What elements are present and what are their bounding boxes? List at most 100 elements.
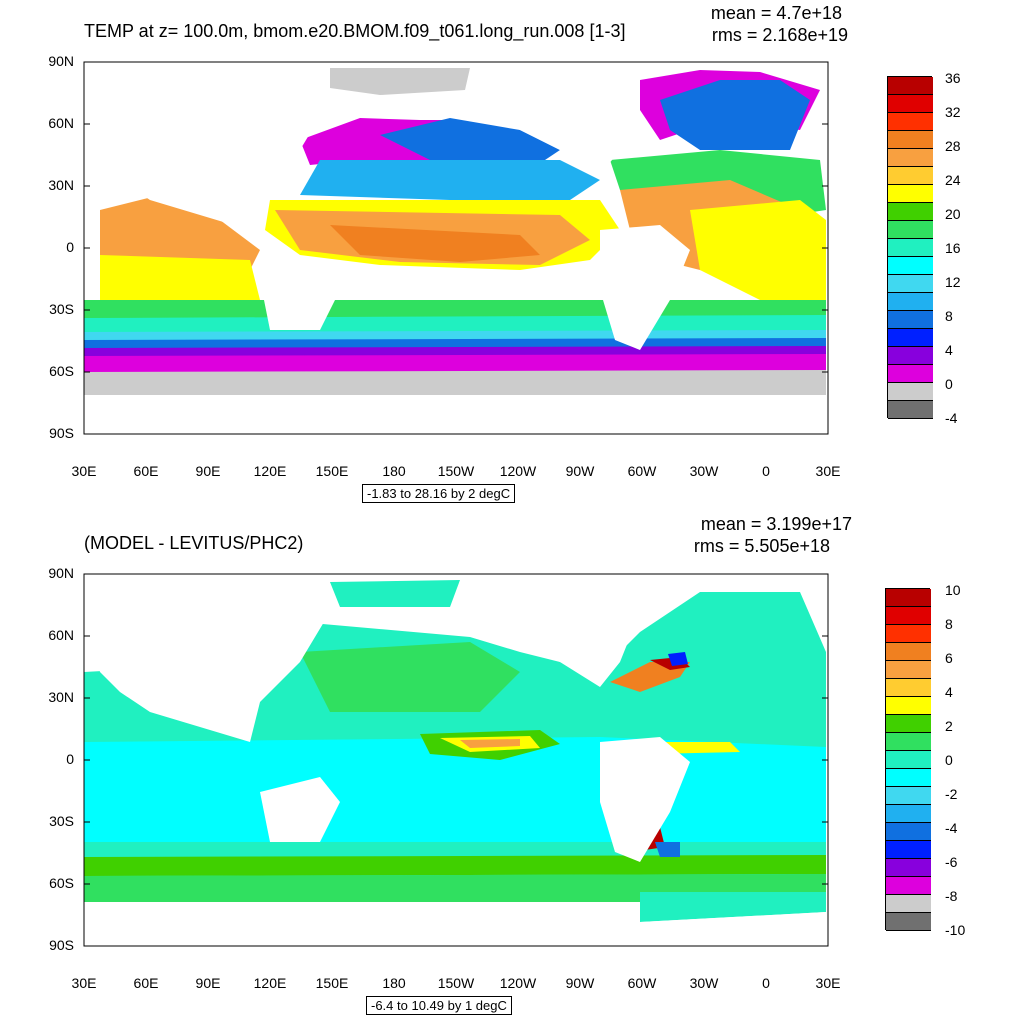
colorbar-swatch [888,131,933,149]
colorbar [885,588,931,931]
lon-label: 120W [499,975,537,991]
colorbar-swatch [888,365,933,383]
lon-label: 0 [762,975,770,991]
lon-label: 120E [253,463,287,479]
colorbar-swatch [886,679,931,697]
lat-label-90n: 90N [48,565,74,581]
lon-label: 0 [762,463,770,479]
colorbar-swatch [888,293,933,311]
lon-label: 90E [195,975,221,991]
colorbar-swatch [886,733,931,751]
lon-label: 150E [315,463,349,479]
colorbar-label: -6 [945,854,958,870]
lon-label: 120W [499,463,537,479]
rms-value: rms = 5.505e+18 [693,536,830,556]
colorbar-label: 10 [945,582,961,598]
lat-label-30n: 30N [48,177,74,193]
colorbar-swatch [886,769,931,787]
contour-range-info: -6.4 to 10.49 by 1 degC [366,996,512,1015]
colorbar-label: 32 [945,104,961,120]
lat-label-30n: 30N [48,689,74,705]
colorbar-swatch [886,823,931,841]
mean-value: mean = 4.7e+18 [710,3,842,23]
colorbar-swatch [888,113,933,131]
colorbar-swatch [888,257,933,275]
lat-label-90n: 90N [48,53,74,69]
colorbar-label: 2 [945,718,953,734]
colorbar-swatch [886,589,931,607]
colorbar-swatch [888,77,933,95]
map-plot [83,573,829,947]
colorbar-swatch [888,95,933,113]
colorbar-label: -4 [945,410,958,426]
colorbar-swatch [886,715,931,733]
lon-label: 150E [315,975,349,991]
colorbar-label: 6 [945,650,953,666]
lon-label: 90W [565,975,595,991]
colorbar-label: 24 [945,172,961,188]
colorbar-swatch [888,401,933,419]
colorbar-swatch [886,751,931,769]
colorbar-swatch [888,221,933,239]
lon-label: 120E [253,975,287,991]
lon-label: 60E [133,463,159,479]
contour-range-info: -1.83 to 28.16 by 2 degC [362,484,516,503]
colorbar-swatch [888,203,933,221]
mean-value: mean = 3.199e+17 [700,514,852,534]
colorbar-label: 12 [945,274,961,290]
colorbar-swatch [888,347,933,365]
colorbar-swatch [886,643,931,661]
colorbar-swatch [886,841,931,859]
colorbar-label: 0 [945,752,953,768]
lon-label: 90W [565,463,595,479]
colorbar-label: -10 [945,922,966,938]
temp-map-panel: TEMP at z= 100.0m, bmom.e20.BMOM.f09_t06… [48,3,961,503]
lat-label-30s: 30S [49,301,74,317]
colorbar-swatch [888,167,933,185]
lon-label: 180 [382,975,406,991]
rms-value: rms = 2.168e+19 [711,25,848,45]
colorbar-swatch [886,877,931,895]
colorbar-swatch [886,913,931,931]
colorbar-swatch [886,895,931,913]
colorbar-swatch [886,859,931,877]
lat-label-60n: 60N [48,115,74,131]
panel-title: (MODEL - LEVITUS/PHC2) [84,533,304,553]
lon-label: 30E [815,463,841,479]
lon-label: 30E [71,975,97,991]
lon-label: 30W [689,975,719,991]
colorbar-swatch [886,697,931,715]
colorbar-label: 28 [945,138,961,154]
lat-label-60n: 60N [48,627,74,643]
lat-label-90s: 90S [49,425,74,441]
map-plot [83,60,829,435]
lat-label-60s: 60S [49,363,74,379]
lon-label: 60E [133,975,159,991]
lon-label: 60W [627,975,657,991]
colorbar-swatch [888,149,933,167]
colorbar-swatch [888,329,933,347]
lon-label: 90E [195,463,221,479]
lon-label: 30E [71,463,97,479]
colorbar-label: -2 [945,786,958,802]
colorbar-swatch [888,185,933,203]
colorbar-label: 8 [945,616,953,632]
colorbar-swatch [886,787,931,805]
colorbar-swatch [888,311,933,329]
colorbar [887,76,933,419]
lon-label: 30W [689,463,719,479]
colorbar-label: 16 [945,240,961,256]
lon-label: 150W [437,463,475,479]
colorbar-swatch [888,239,933,257]
colorbar-label: 8 [945,308,953,324]
panel-title: TEMP at z= 100.0m, bmom.e20.BMOM.f09_t06… [84,21,626,41]
colorbar-label: -4 [945,820,958,836]
colorbar-label: 0 [945,376,953,392]
colorbar-label: 20 [945,206,961,222]
colorbar-label: -8 [945,888,958,904]
colorbar-swatch [886,607,931,625]
lat-label-30s: 30S [49,813,74,829]
lon-label: 150W [437,975,475,991]
colorbar-label: 4 [945,342,953,358]
lat-label-0: 0 [66,751,74,767]
